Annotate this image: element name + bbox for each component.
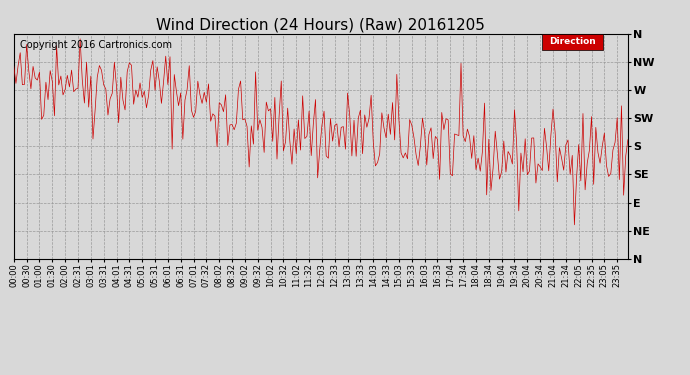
- Title: Wind Direction (24 Hours) (Raw) 20161205: Wind Direction (24 Hours) (Raw) 20161205: [157, 18, 485, 33]
- Text: Copyright 2016 Cartronics.com: Copyright 2016 Cartronics.com: [20, 40, 172, 51]
- Text: Direction: Direction: [549, 37, 596, 46]
- Bar: [542, 34, 603, 50]
